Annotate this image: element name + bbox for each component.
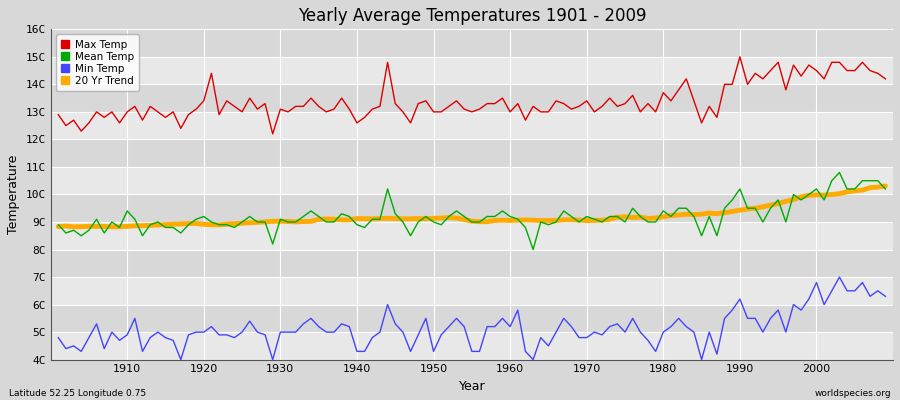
Bar: [50, 277, 893, 304]
X-axis label: Year: Year: [458, 380, 485, 393]
Bar: [50, 250, 893, 277]
Text: Latitude 52.25 Longitude 0.75: Latitude 52.25 Longitude 0.75: [9, 389, 146, 398]
Y-axis label: Temperature: Temperature: [7, 155, 20, 234]
Bar: [50, 112, 893, 139]
Bar: [50, 57, 893, 84]
Bar: [50, 304, 893, 332]
Bar: [50, 167, 893, 194]
Bar: [50, 29, 893, 57]
Bar: [50, 84, 893, 112]
Text: worldspecies.org: worldspecies.org: [814, 389, 891, 398]
Title: Yearly Average Temperatures 1901 - 2009: Yearly Average Temperatures 1901 - 2009: [298, 7, 646, 25]
Bar: [50, 222, 893, 250]
Legend: Max Temp, Mean Temp, Min Temp, 20 Yr Trend: Max Temp, Mean Temp, Min Temp, 20 Yr Tre…: [56, 34, 139, 91]
Bar: [50, 194, 893, 222]
Bar: [50, 139, 893, 167]
Bar: [50, 332, 893, 360]
